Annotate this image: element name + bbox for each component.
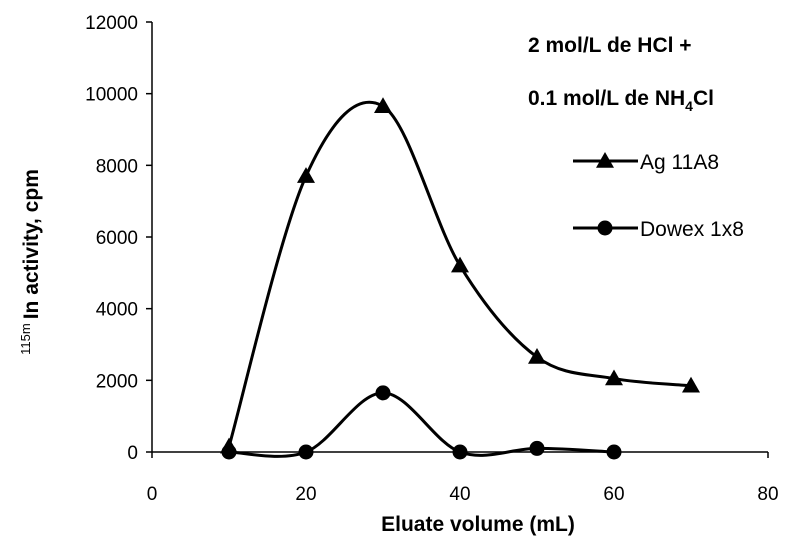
axes: 0 2000 4000 6000 8000 10000 12000 0 20 40 60 80 [85,13,778,505]
x-axis-title: Eluate volume (mL) [381,513,575,536]
series-layer [220,97,700,460]
data-point [298,444,314,460]
data-point [605,369,623,386]
y-tick-label: 6000 [96,228,138,249]
data-point [221,444,237,460]
legend-label: Dowex 1x8 [640,218,744,241]
legend-item: Ag 11A8 [573,151,719,174]
legend: Ag 11A8 Dowex 1x8 [573,151,744,241]
legend-item: Dowex 1x8 [573,218,744,241]
legend-marker [597,220,613,236]
x-tick-label: 60 [603,484,624,505]
data-point [452,444,468,460]
y-tick-label: 12000 [85,13,138,34]
data-point [451,256,469,273]
x-tick-label: 40 [449,484,470,505]
series-line [228,391,615,458]
y-tick-label: 0 [127,443,138,464]
data-point [297,167,315,183]
x-tick-label: 80 [757,484,778,505]
x-tick-label: 20 [295,484,316,505]
y-axis-title-superscript: 115m [18,323,33,355]
data-point [375,385,391,401]
data-point [682,376,700,393]
y-axis-title: 115m In activity, cpm [18,169,43,355]
annotation-line-2-subscript: 4 [685,98,693,114]
y-axis-title-group: 115m In activity, cpm [18,169,43,355]
data-point [529,440,545,456]
series-line [227,100,692,448]
legend-label: Ag 11A8 [640,151,719,174]
y-tick-label: 10000 [85,85,138,106]
data-point [528,348,546,364]
annotation-line-2-text: 0.1 mol/L de NH [528,87,685,110]
annotation-line-2-suffix: Cl [693,87,714,110]
y-axis-title-main: In activity, cpm [20,169,43,319]
y-tick-label: 8000 [96,156,138,177]
data-point [374,97,392,113]
annotation-line-1: 2 mol/L de HCl + [528,34,692,57]
annotation-line-2: 0.1 mol/L de NH4Cl [528,87,714,114]
data-point [606,444,622,460]
x-tick-label: 0 [147,484,158,505]
legend-marker [596,152,614,168]
series-2 [221,385,622,460]
series-1 [220,97,700,454]
y-tick-label: 2000 [96,371,138,392]
y-tick-label: 4000 [96,300,138,321]
